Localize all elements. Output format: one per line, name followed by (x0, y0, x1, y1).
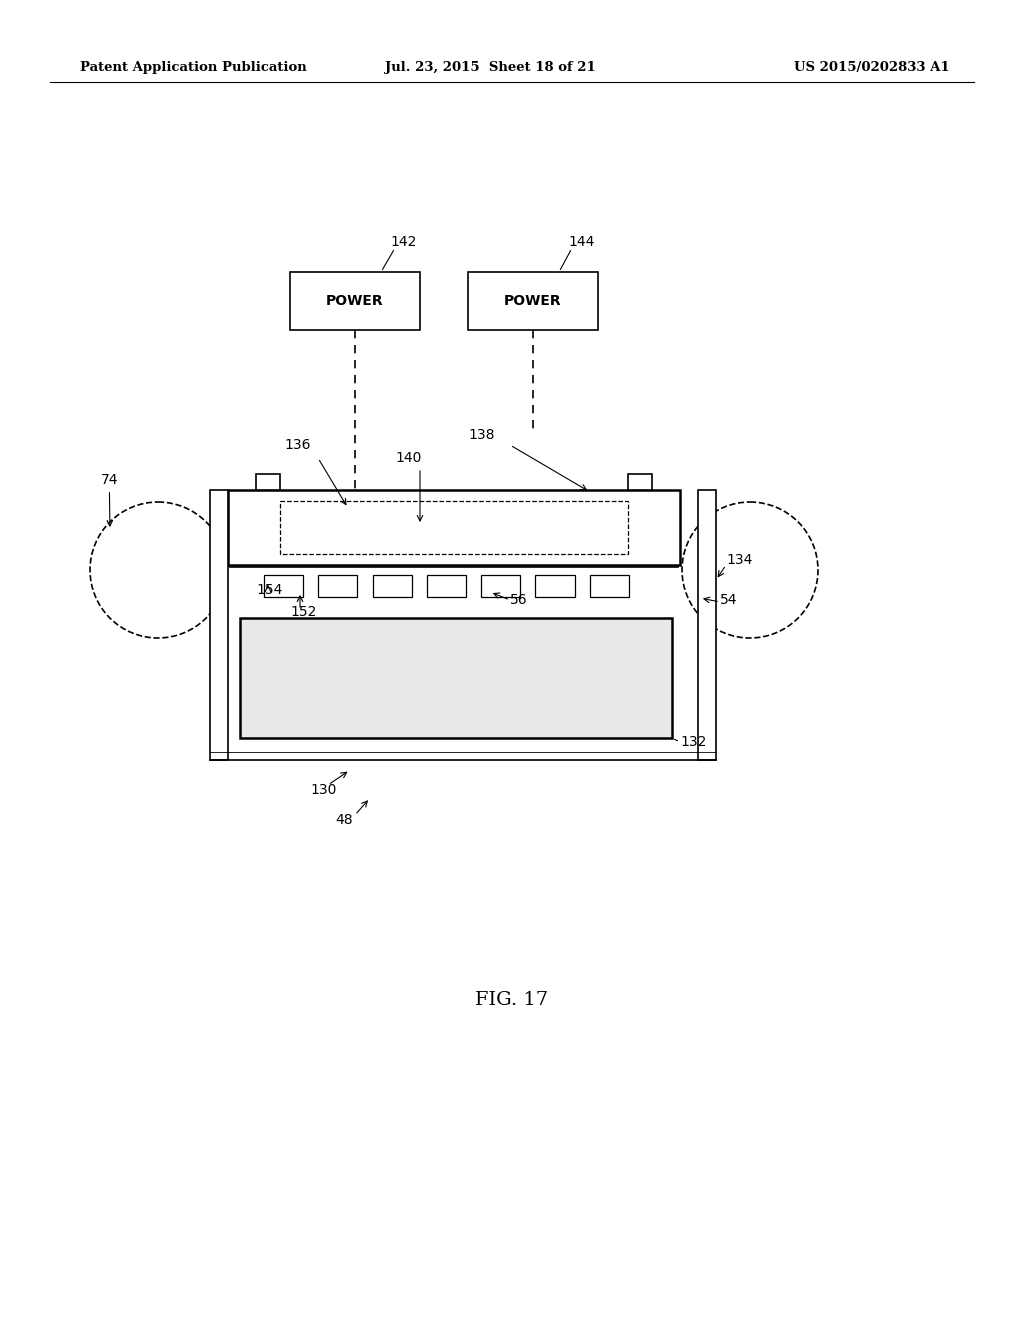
Bar (280, 502, 628, 554)
Text: 142: 142 (390, 235, 417, 249)
Text: 154: 154 (256, 583, 283, 597)
Bar (698, 490, 716, 760)
Text: 130: 130 (310, 783, 336, 797)
Bar (481, 576, 520, 597)
Text: 48: 48 (335, 813, 352, 828)
Bar (290, 272, 420, 330)
Text: Jul. 23, 2015  Sheet 18 of 21: Jul. 23, 2015 Sheet 18 of 21 (385, 62, 595, 74)
Bar (628, 474, 652, 490)
Text: 74: 74 (100, 473, 118, 525)
Text: FIG. 17: FIG. 17 (475, 991, 549, 1008)
Text: 56: 56 (510, 593, 527, 607)
Text: 144: 144 (568, 235, 594, 249)
Bar (536, 576, 574, 597)
Bar (210, 490, 228, 760)
Text: 138: 138 (468, 428, 495, 442)
Text: 152: 152 (290, 605, 316, 619)
Bar (468, 272, 598, 330)
Text: POWER: POWER (504, 294, 562, 308)
Bar (228, 490, 680, 565)
Text: US 2015/0202833 A1: US 2015/0202833 A1 (795, 62, 950, 74)
Text: 140: 140 (395, 451, 421, 465)
Text: 54: 54 (720, 593, 737, 607)
Text: 136: 136 (284, 438, 310, 451)
Bar (264, 576, 303, 597)
Text: 132: 132 (680, 735, 707, 748)
Bar (373, 576, 412, 597)
Text: Patent Application Publication: Patent Application Publication (80, 62, 307, 74)
Bar (590, 576, 629, 597)
Bar (240, 618, 672, 738)
Bar (427, 576, 466, 597)
Bar (318, 576, 357, 597)
Text: 134: 134 (726, 553, 753, 568)
Text: POWER: POWER (327, 294, 384, 308)
Bar (256, 474, 280, 490)
